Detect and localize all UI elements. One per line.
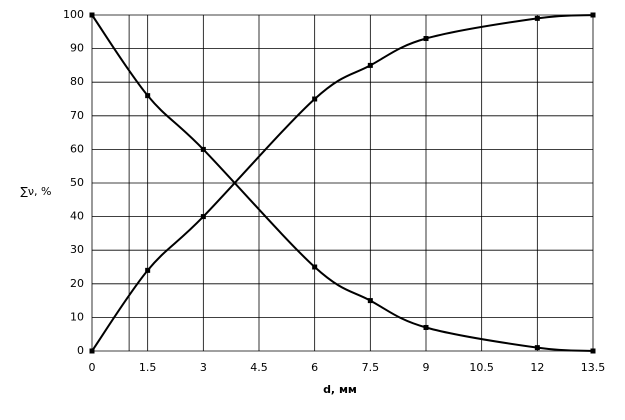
- point: [145, 267, 151, 273]
- point: [423, 36, 429, 42]
- point: [534, 15, 540, 21]
- point: [590, 12, 596, 18]
- point: [200, 214, 206, 220]
- y-tick-label: 80: [70, 75, 84, 88]
- y-tick-label: 20: [70, 277, 84, 290]
- point: [312, 96, 318, 102]
- point: [423, 324, 429, 330]
- y-tick-label: 30: [70, 243, 84, 256]
- point: [145, 93, 151, 99]
- point: [312, 264, 318, 270]
- y-axis-label: ∑ν, %: [20, 185, 51, 198]
- x-tick-label: 7.5: [362, 361, 380, 374]
- x-tick-label: 3: [200, 361, 207, 374]
- x-tick-label: 4.5: [250, 361, 268, 374]
- x-tick-label: 13.5: [581, 361, 606, 374]
- point: [89, 348, 95, 354]
- point: [200, 146, 206, 152]
- y-tick-label: 90: [70, 42, 84, 55]
- x-tick-label: 12: [530, 361, 544, 374]
- line: [91, 14, 594, 352]
- x-tick-label: 0: [89, 361, 96, 374]
- x-tick-label: 10.5: [469, 361, 494, 374]
- y-tick-label: 60: [70, 142, 84, 155]
- point: [534, 345, 540, 351]
- y-tick-label: 40: [70, 210, 84, 223]
- x-tick-label: 6: [311, 361, 318, 374]
- x-axis-label: d, мм: [323, 383, 357, 396]
- point: [367, 62, 373, 68]
- point: [367, 298, 373, 304]
- y-tick-label: 10: [70, 310, 84, 323]
- y-tick-label: 100: [63, 8, 84, 21]
- line: [91, 14, 594, 352]
- x-tick-label: 9: [423, 361, 430, 374]
- x-tick-label: 1.5: [139, 361, 157, 374]
- y-tick-label: 70: [70, 109, 84, 122]
- point: [590, 348, 596, 354]
- y-tick-label: 0: [77, 344, 84, 357]
- y-tick-label: 50: [70, 176, 84, 189]
- point: [89, 12, 95, 18]
